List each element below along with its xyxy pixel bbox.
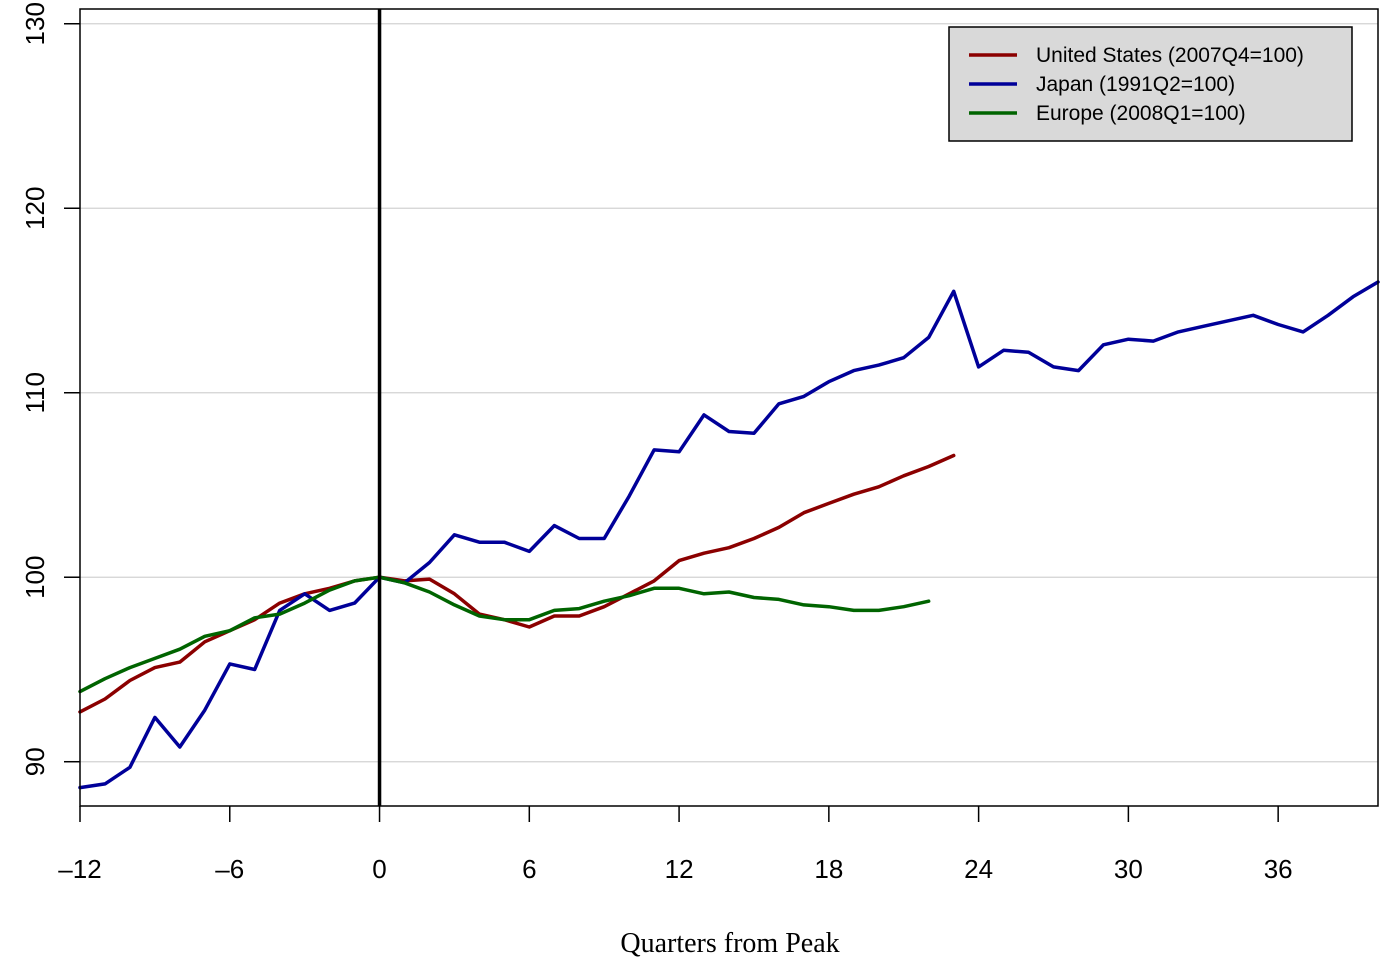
x-axis: –12 –6 0 6 12 18 24 30 36 (58, 806, 1293, 884)
legend-label-1: Japan (1991Q2=100) (1036, 73, 1235, 96)
x-tick-label: –6 (215, 854, 244, 884)
legend-label-2: Europe (2008Q1=100) (1036, 102, 1246, 125)
x-axis-title: Quarters from Peak (620, 928, 839, 959)
series-lines (78, 280, 1380, 790)
series-line-2 (78, 575, 931, 694)
y-tick-label: 130 (20, 2, 50, 45)
legend: United States (2007Q4=100) Japan (1991Q2=… (948, 26, 1353, 142)
x-tick-label: 12 (665, 854, 694, 884)
y-axis: 90 100 110 120 130 (20, 2, 80, 776)
y-tick-label: 100 (20, 556, 50, 599)
x-tick-label: 18 (814, 854, 843, 884)
x-tick-label: 6 (522, 854, 536, 884)
y-tick-label: 120 (20, 187, 50, 230)
x-tick-label: –12 (58, 854, 101, 884)
horizontal-gridlines (80, 23, 1378, 763)
x-tick-label: 24 (964, 854, 993, 884)
x-tick-label: 30 (1114, 854, 1143, 884)
x-tick-label: 36 (1264, 854, 1293, 884)
y-tick-label: 110 (20, 372, 50, 413)
legend-label-0: United States (2007Q4=100) (1036, 44, 1304, 67)
x-tick-label: 0 (372, 854, 386, 884)
series-line-0 (78, 453, 956, 714)
series-line-1 (78, 280, 1380, 790)
plot-frame (79, 8, 1379, 807)
y-tick-label: 90 (20, 747, 50, 776)
